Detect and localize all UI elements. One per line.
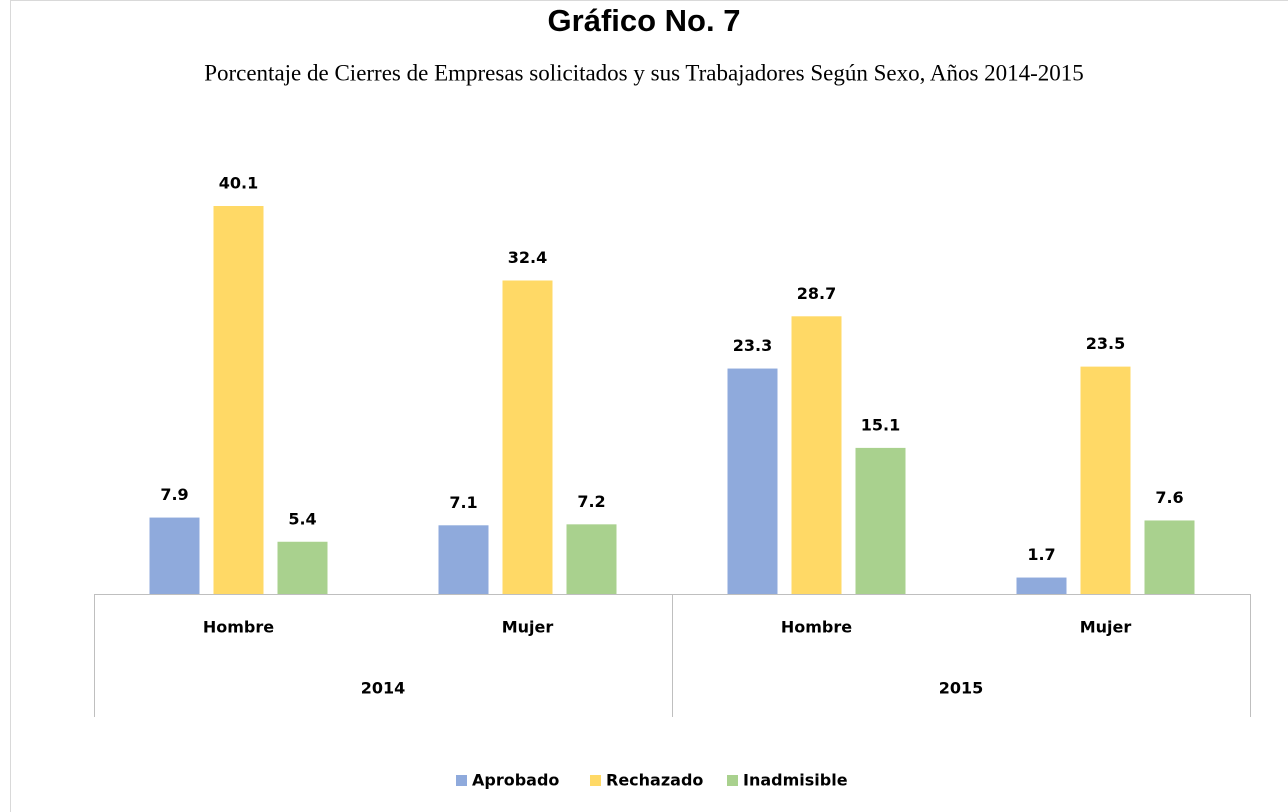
data-label: 5.4 [288,509,316,528]
x-tick-label: Hombre [781,618,852,637]
data-label: 7.9 [160,485,188,504]
legend-label: Rechazado [606,771,703,790]
bar [1016,577,1067,594]
chart-title: Gráfico No. 7 [548,3,741,38]
data-label: 28.7 [797,284,836,303]
data-label: 23.3 [733,336,772,355]
data-label: 15.1 [861,415,900,434]
data-label: 40.1 [219,174,258,193]
data-label: 1.7 [1027,545,1055,564]
bar [149,517,200,594]
bar [855,447,906,594]
x-tick-label: Hombre [203,618,274,637]
data-label: 7.6 [1155,488,1183,507]
x-tick-label: Mujer [1080,618,1132,637]
bar [438,525,489,594]
bar [502,280,553,594]
chart-subtitle: Porcentaje de Cierres de Empresas solici… [204,60,1084,85]
data-label: 23.5 [1086,334,1125,353]
category-axis [94,594,1251,717]
data-label: 7.2 [577,492,605,511]
data-label: 7.1 [449,493,477,512]
bar [791,316,842,594]
bar [566,524,617,594]
group-label: 2015 [939,679,984,698]
bar [727,368,778,594]
data-label: 32.4 [508,248,547,267]
bar [213,206,264,594]
legend-swatch [456,775,467,786]
legend-label: Aprobado [472,771,559,790]
legend-swatch [727,775,738,786]
bar [277,541,328,594]
legend-label: Inadmisible [743,771,848,790]
bar [1144,520,1195,594]
x-tick-label: Mujer [502,618,554,637]
bar [1080,366,1131,594]
group-label: 2014 [361,679,406,698]
legend-swatch [590,775,601,786]
